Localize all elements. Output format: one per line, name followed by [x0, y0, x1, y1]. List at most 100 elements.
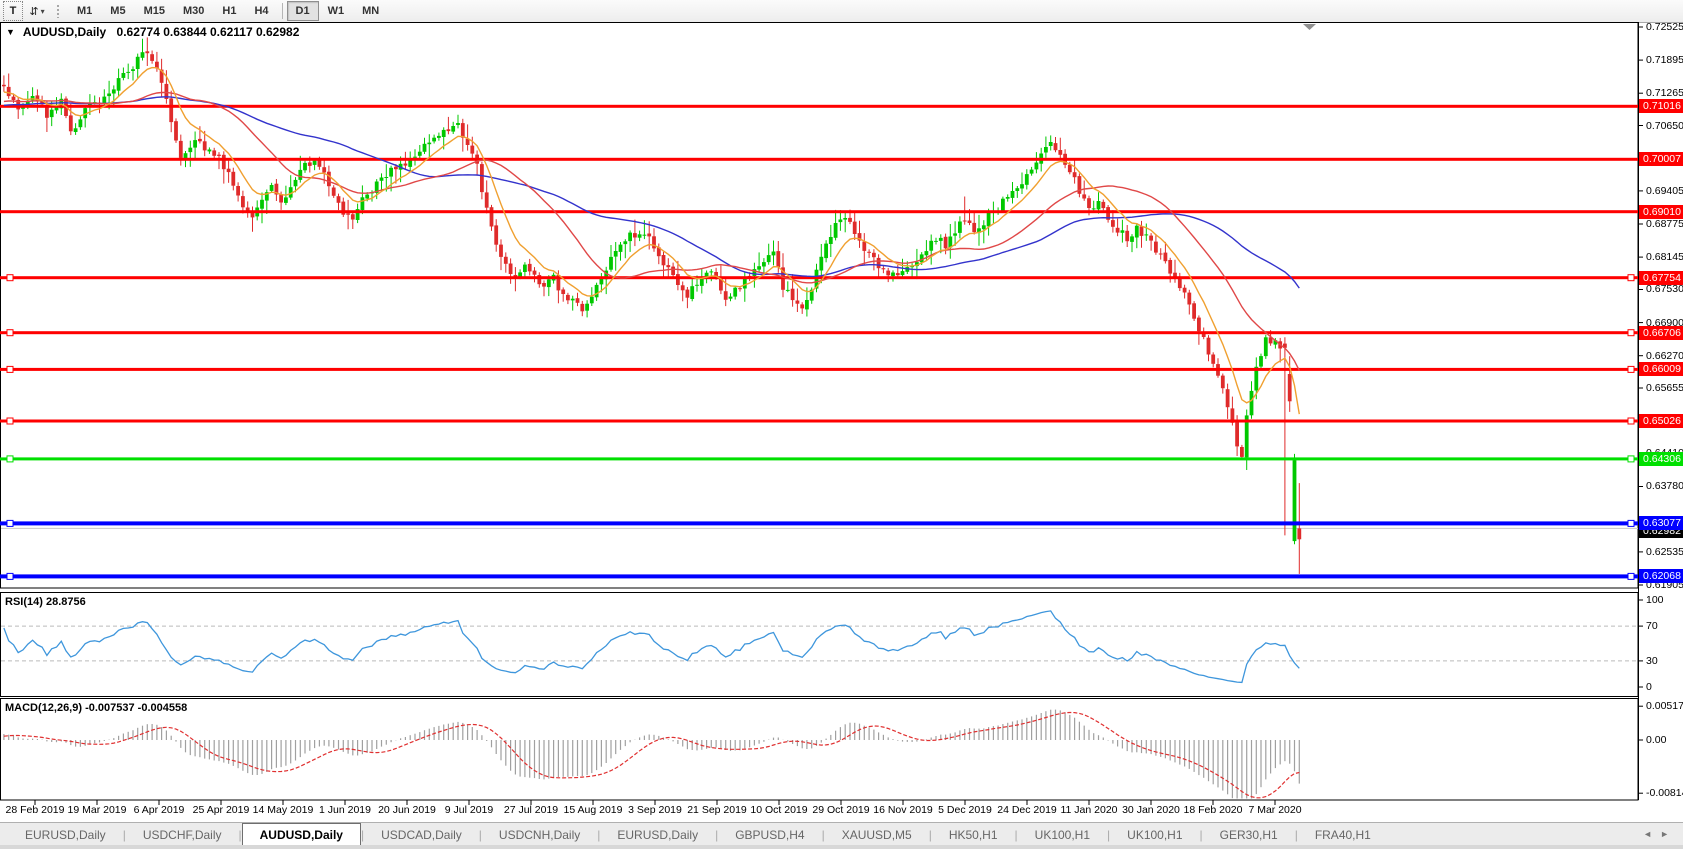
macd-axis-tick: 0.00517 — [1646, 700, 1683, 713]
date-axis-label: 20 Jun 2019 — [378, 804, 436, 816]
hline-price-label-0.67754[interactable]: 0.67754 — [1639, 270, 1683, 285]
macd-axis-tick: 0.00 — [1646, 734, 1667, 746]
chart-tab-bar: EURUSD,Daily | USDCHF,Daily | AUDUSD,Daily | U… — [0, 822, 1683, 846]
hline-0.66706[interactable] — [0, 329, 1638, 337]
line-drag-handle — [6, 274, 14, 282]
macd-histogram — [3, 709, 1300, 799]
date-axis-label: 9 Jul 2019 — [444, 804, 494, 816]
tab-separator: | — [928, 827, 932, 842]
timeframe-button-M30[interactable]: M30 — [182, 5, 205, 17]
hline-0.62068[interactable] — [0, 572, 1638, 580]
timeframe-button-MN[interactable]: MN — [362, 5, 380, 17]
hline-price-label-0.66706[interactable]: 0.66706 — [1639, 325, 1683, 340]
date-axis-label: 18 Feb 2020 — [1183, 804, 1243, 816]
ma-line-1 — [3, 91, 1300, 371]
price-axis-tick: 0.63780 — [1646, 480, 1683, 493]
line-drag-handle — [1627, 455, 1635, 463]
hline-price-label-0.62068[interactable]: 0.62068 — [1639, 569, 1683, 584]
price-axis-tick: 0.70650 — [1646, 119, 1683, 132]
line-drag-handle — [1627, 274, 1635, 282]
timeframe-button-H1[interactable]: H1 — [222, 5, 237, 17]
date-axis-label: 27 Jul 2019 — [503, 804, 559, 816]
hline-price-label-0.69010[interactable]: 0.69010 — [1639, 204, 1683, 219]
line-drag-handle — [6, 572, 14, 580]
date-axis-label: 11 Jan 2020 — [1060, 804, 1118, 816]
hline-0.69010[interactable] — [0, 210, 1638, 214]
line-drag-handle — [6, 365, 14, 373]
hline-0.66009[interactable] — [0, 365, 1638, 373]
hline-0.65026[interactable] — [0, 417, 1638, 425]
price-axis-tick: 0.65655 — [1646, 381, 1683, 394]
date-axis-label: 3 Sep 2019 — [628, 804, 682, 816]
tab-separator: | — [360, 827, 365, 842]
price-axis-tick: 0.71895 — [1646, 54, 1683, 67]
tab-scroll-arrows[interactable]: ◄► — [1643, 829, 1677, 839]
timeframe-button-W1[interactable]: W1 — [327, 5, 345, 17]
hline-0.67754[interactable] — [0, 274, 1638, 282]
timeframe-button-M5[interactable]: M5 — [110, 5, 126, 17]
toolbar-grip-handle[interactable] — [56, 4, 60, 18]
hline-price-label-0.63077[interactable]: 0.63077 — [1639, 516, 1683, 531]
timeframe-button-D1[interactable]: D1 — [286, 1, 319, 21]
chart-tab-EURUSD-Daily[interactable]: EURUSD,Daily — [25, 828, 106, 842]
line-drag-handle — [6, 329, 14, 337]
chevron-down-icon: ▾ — [40, 6, 45, 16]
ma-line-0 — [3, 96, 1300, 289]
tab-separator: | — [478, 827, 482, 842]
chart-tab-EURUSD-Daily[interactable]: EURUSD,Daily — [617, 828, 699, 842]
tab-scroll-right-icon[interactable]: ► — [1660, 829, 1677, 839]
date-axis-label: 21 Sep 2019 — [687, 804, 747, 816]
axis-ticks — [34, 26, 1643, 805]
tab-separator: | — [1014, 827, 1018, 842]
candles-layer[interactable] — [2, 37, 1302, 574]
chart-tab-UK100-H1[interactable]: UK100,H1 — [1034, 828, 1091, 842]
price-axis-tick: 0.72525 — [1646, 21, 1683, 33]
timeframe-button-M15[interactable]: M15 — [143, 5, 165, 17]
hline-price-label-0.70007[interactable]: 0.70007 — [1639, 152, 1683, 167]
arrows-tool-button[interactable]: ⇵ ▾ — [28, 2, 46, 20]
chart-tab-HK50-H1[interactable]: HK50,H1 — [948, 828, 998, 842]
hline-0.71016[interactable] — [0, 104, 1638, 108]
chart-tab-USDCNH-Daily[interactable]: USDCNH,Daily — [498, 828, 581, 842]
price-axis-tick: 0.62535 — [1646, 545, 1683, 558]
tab-separator: | — [597, 827, 601, 842]
price-axis-tick: 0.66900 — [1646, 316, 1683, 329]
chart-tab-USDCHF-Daily[interactable]: USDCHF,Daily — [142, 828, 222, 842]
hline-0.63077[interactable] — [0, 519, 1638, 527]
line-drag-handle — [1627, 572, 1635, 580]
date-axis-label: 19 Mar 2019 — [67, 804, 127, 816]
chart-ohlc-values: 0.62774 0.63844 0.62117 0.62982 — [116, 25, 300, 39]
chart-tab-UK100-H1[interactable]: UK100,H1 — [1127, 828, 1183, 842]
line-drag-handle — [6, 417, 14, 425]
hline-price-label-0.66009[interactable]: 0.66009 — [1639, 362, 1683, 377]
panel-borders — [0, 22, 1639, 801]
hline-price-label-0.64306[interactable]: 0.64306 — [1639, 451, 1683, 466]
timeframe-button-H4[interactable]: H4 — [254, 5, 269, 17]
hline-price-label-0.71016[interactable]: 0.71016 — [1639, 99, 1683, 114]
timeframe-button-M1[interactable]: M1 — [77, 5, 93, 17]
rsi-axis-tick: 100 — [1646, 594, 1664, 606]
chart-title-arrow-icon[interactable]: ▼ — [6, 27, 15, 37]
rsi-axis-tick: 70 — [1646, 620, 1658, 633]
chart-tab-AUDUSD-Daily[interactable]: AUDUSD,Daily — [241, 823, 361, 846]
chart-tab-USDCAD-Daily[interactable]: USDCAD,Daily — [381, 828, 462, 842]
chart-tab-FRA40-H1[interactable]: FRA40,H1 — [1314, 828, 1371, 842]
chart-symbol-period: AUDUSD,Daily — [22, 25, 107, 39]
hline-0.70007[interactable] — [0, 157, 1638, 161]
date-axis-label: 30 Jan 2020 — [1122, 804, 1180, 816]
hline-0.64306[interactable] — [0, 455, 1638, 463]
tab-scroll-left-icon[interactable]: ◄ — [1643, 829, 1661, 839]
chart-tab-XAUUSD-M5[interactable]: XAUUSD,M5 — [841, 828, 912, 842]
date-axis-label: 24 Dec 2019 — [997, 804, 1057, 816]
line-drag-handle — [1627, 365, 1635, 373]
date-axis-label: 29 Oct 2019 — [812, 804, 870, 816]
chart-tab-GER30-H1[interactable]: GER30,H1 — [1219, 828, 1278, 842]
text-tool-button[interactable]: T — [3, 1, 23, 21]
chart-tab-GBPUSD-H4[interactable]: GBPUSD,H4 — [735, 828, 805, 842]
tab-separator: | — [238, 827, 242, 842]
line-drag-handle — [1627, 519, 1635, 527]
hline-price-label-0.65026[interactable]: 0.65026 — [1639, 414, 1683, 429]
chart-shift-marker-icon[interactable] — [1303, 24, 1316, 30]
tab-separator: | — [1107, 827, 1111, 842]
